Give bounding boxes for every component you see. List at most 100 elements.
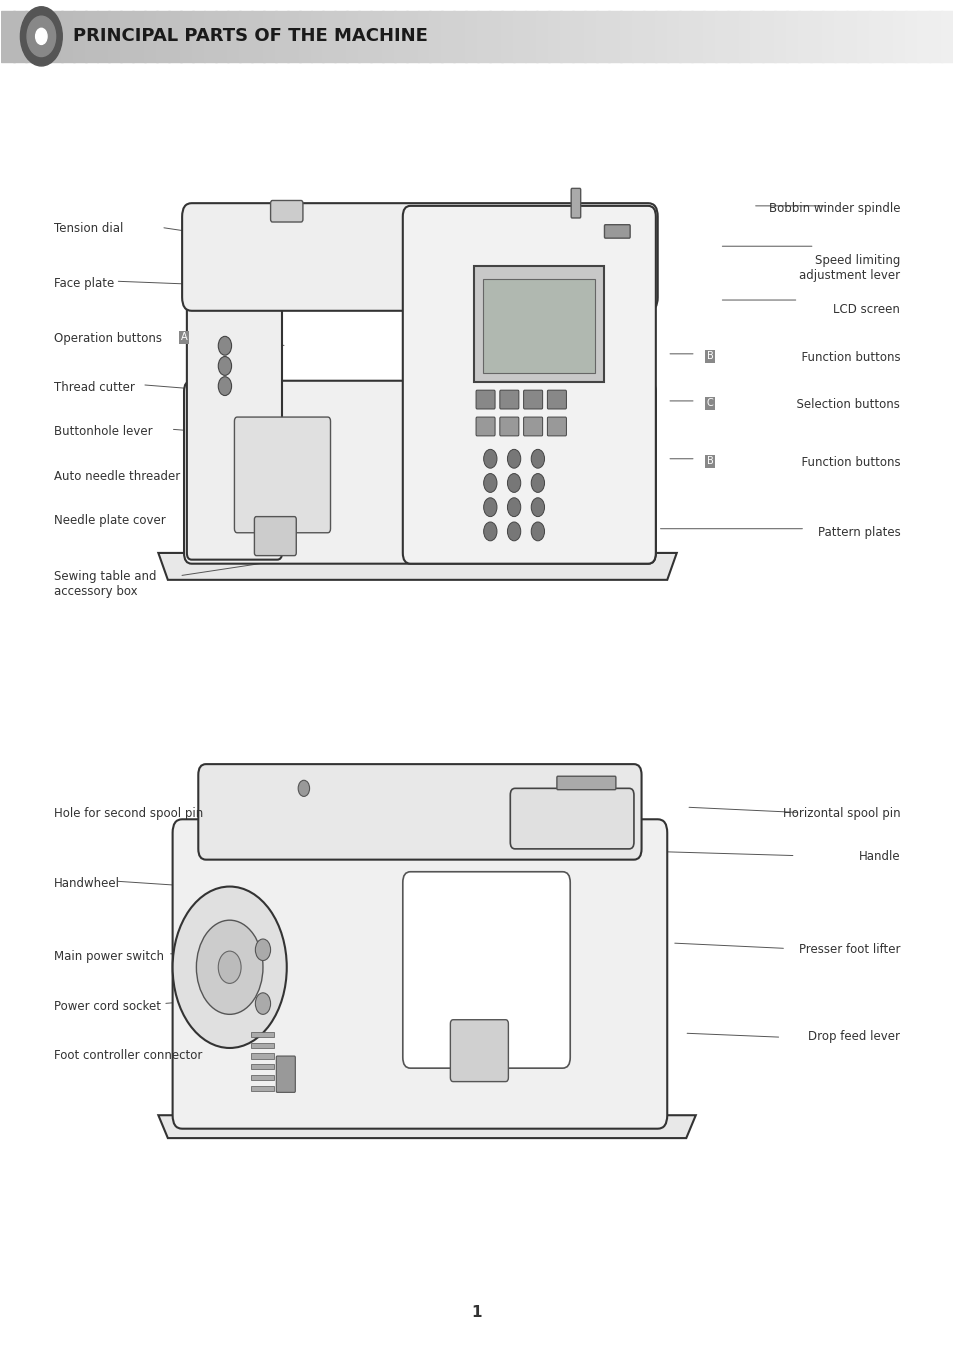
Bar xyxy=(702,11,716,62)
Text: Sewing table and
accessory box: Sewing table and accessory box xyxy=(53,570,156,599)
Bar xyxy=(857,11,870,62)
Bar xyxy=(72,11,87,62)
Polygon shape xyxy=(158,1115,695,1138)
Bar xyxy=(120,11,134,62)
Bar xyxy=(465,11,478,62)
Bar xyxy=(892,11,906,62)
Circle shape xyxy=(35,28,47,44)
Bar xyxy=(13,11,27,62)
Text: Handwheel: Handwheel xyxy=(53,878,119,890)
Bar xyxy=(940,11,953,62)
Bar xyxy=(821,11,835,62)
Bar xyxy=(274,11,289,62)
Text: B: B xyxy=(706,350,713,361)
FancyBboxPatch shape xyxy=(402,872,570,1068)
Text: Needle plate cover: Needle plate cover xyxy=(53,514,165,527)
Bar xyxy=(334,11,348,62)
Bar xyxy=(596,11,609,62)
Circle shape xyxy=(172,887,287,1047)
Text: 1: 1 xyxy=(471,1305,482,1321)
FancyBboxPatch shape xyxy=(271,201,303,222)
Bar xyxy=(263,11,276,62)
FancyBboxPatch shape xyxy=(604,225,630,239)
Bar xyxy=(1,11,15,62)
Bar xyxy=(109,11,122,62)
FancyBboxPatch shape xyxy=(557,776,616,790)
Bar xyxy=(761,11,776,62)
Bar xyxy=(251,1074,274,1080)
Bar xyxy=(25,11,39,62)
Text: Handle: Handle xyxy=(858,851,900,863)
Text: Operation buttons: Operation buttons xyxy=(53,333,162,345)
Text: Buttonhole lever: Buttonhole lever xyxy=(53,425,152,438)
FancyBboxPatch shape xyxy=(474,267,603,381)
Bar xyxy=(868,11,882,62)
Circle shape xyxy=(218,356,232,375)
Circle shape xyxy=(255,993,271,1014)
FancyBboxPatch shape xyxy=(187,264,282,559)
Text: A: A xyxy=(180,333,187,342)
Bar xyxy=(441,11,455,62)
Bar xyxy=(559,11,574,62)
Bar xyxy=(453,11,467,62)
Text: Function buttons: Function buttons xyxy=(793,456,900,469)
Bar xyxy=(679,11,692,62)
Bar xyxy=(155,11,170,62)
Text: B: B xyxy=(706,456,713,466)
FancyBboxPatch shape xyxy=(234,417,330,532)
FancyBboxPatch shape xyxy=(499,417,518,435)
Text: Bobbin winder spindle: Bobbin winder spindle xyxy=(768,202,900,214)
Bar xyxy=(61,11,74,62)
Text: Foot controller connector: Foot controller connector xyxy=(53,1049,202,1062)
Circle shape xyxy=(218,376,232,395)
Bar xyxy=(631,11,644,62)
Bar xyxy=(96,11,111,62)
FancyBboxPatch shape xyxy=(482,279,595,372)
Text: Speed limiting
adjustment lever: Speed limiting adjustment lever xyxy=(799,255,900,282)
Bar xyxy=(287,11,300,62)
Circle shape xyxy=(218,337,232,355)
Circle shape xyxy=(483,522,497,541)
Bar xyxy=(536,11,550,62)
FancyBboxPatch shape xyxy=(476,417,495,435)
Text: Auto needle threader: Auto needle threader xyxy=(53,469,180,483)
FancyBboxPatch shape xyxy=(182,204,657,311)
Bar xyxy=(476,11,490,62)
Bar xyxy=(500,11,514,62)
Bar xyxy=(583,11,598,62)
Circle shape xyxy=(507,473,520,492)
Text: Main power switch: Main power switch xyxy=(53,950,164,962)
FancyBboxPatch shape xyxy=(499,390,518,408)
FancyBboxPatch shape xyxy=(402,206,655,563)
Bar xyxy=(714,11,728,62)
Bar xyxy=(346,11,359,62)
Bar xyxy=(251,1053,274,1058)
FancyBboxPatch shape xyxy=(450,1019,508,1081)
Bar xyxy=(916,11,930,62)
Circle shape xyxy=(196,921,263,1014)
FancyBboxPatch shape xyxy=(523,417,542,435)
Bar xyxy=(381,11,395,62)
Bar xyxy=(357,11,372,62)
Bar xyxy=(833,11,846,62)
Text: Presser foot lifter: Presser foot lifter xyxy=(798,944,900,956)
Bar xyxy=(548,11,561,62)
Text: C: C xyxy=(706,398,713,408)
Bar xyxy=(928,11,942,62)
Bar xyxy=(132,11,146,62)
Bar xyxy=(607,11,621,62)
Bar xyxy=(227,11,241,62)
Bar xyxy=(750,11,763,62)
Bar xyxy=(809,11,822,62)
Polygon shape xyxy=(158,553,676,580)
Bar xyxy=(251,1064,274,1069)
Bar xyxy=(798,11,811,62)
FancyBboxPatch shape xyxy=(523,390,542,408)
FancyBboxPatch shape xyxy=(476,390,495,408)
Bar xyxy=(726,11,740,62)
Circle shape xyxy=(27,16,55,57)
Text: Selection buttons: Selection buttons xyxy=(788,398,900,411)
Bar xyxy=(572,11,585,62)
Bar xyxy=(785,11,800,62)
Bar xyxy=(322,11,335,62)
